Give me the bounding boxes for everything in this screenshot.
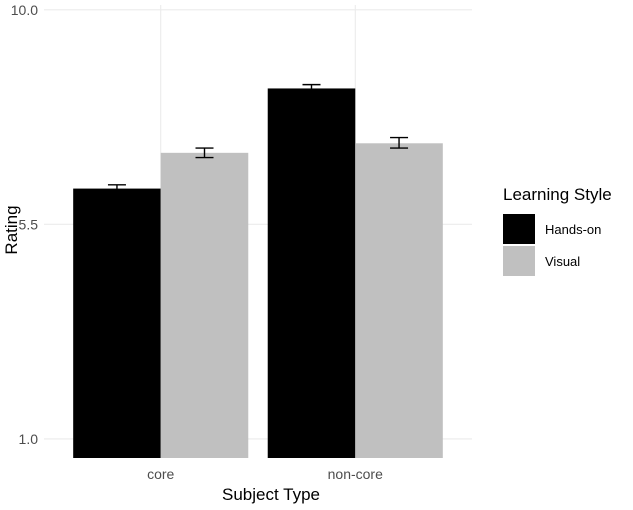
error-bar (195, 147, 214, 159)
x-tick-label: core (147, 466, 174, 482)
error-bar (107, 184, 126, 195)
legend-label: Visual (545, 254, 580, 269)
bars (73, 88, 443, 459)
error-bar (390, 136, 409, 149)
legend-label: Hands-on (545, 222, 601, 237)
bar-visual-non-core (355, 143, 443, 458)
error-bars (107, 83, 409, 195)
x-tick-label: non-core (328, 466, 383, 482)
legend-swatch-hands-on (503, 214, 535, 244)
legend: Learning Style Hands-on Visual (503, 185, 612, 276)
y-tick-label: 5.5 (19, 216, 39, 232)
legend-swatch-visual (503, 246, 535, 276)
x-axis-title: Subject Type (222, 485, 320, 504)
y-tick-label: 1.0 (19, 431, 39, 447)
x-axis-ticks: core non-core (147, 466, 383, 482)
y-axis-title: Rating (2, 205, 21, 254)
y-tick-label: 10.0 (11, 2, 38, 18)
bar-hands-on-non-core (267, 88, 356, 459)
y-axis-ticks: 1.0 5.5 10.0 (11, 2, 38, 447)
bar-hands-on-core (73, 188, 161, 458)
error-bar (302, 83, 321, 93)
bar-visual-core (160, 152, 249, 459)
legend-title: Learning Style (503, 185, 612, 204)
